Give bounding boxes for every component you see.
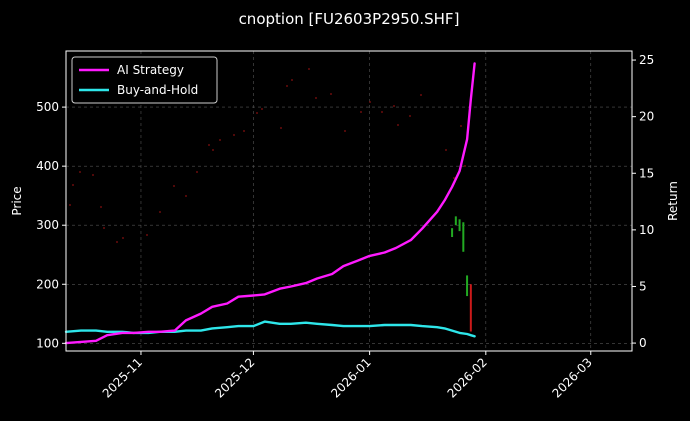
price-dot — [196, 171, 198, 173]
y2-tick-label: 10 — [639, 223, 654, 237]
price-dot — [393, 105, 395, 107]
y-tick-label: 100 — [36, 336, 59, 350]
price-dot — [100, 206, 102, 208]
price-candle — [458, 219, 461, 232]
legend: AI Strategy Buy-and-Hold — [71, 56, 218, 104]
price-dot — [208, 144, 210, 146]
legend-box — [71, 56, 218, 104]
price-dot — [219, 139, 221, 141]
price-dot — [146, 234, 148, 236]
price-dot — [420, 94, 422, 96]
y2-tick-label: 15 — [639, 166, 654, 180]
plot-area-frame — [65, 50, 633, 352]
price-dot — [291, 79, 293, 81]
price-candle — [469, 284, 472, 332]
price-dot — [256, 112, 258, 114]
price-dot — [185, 195, 187, 197]
x-axis-ticks: 2025-11 2025-12 2026-01 2026-02 2026-03 — [100, 351, 595, 401]
series-lines — [64, 62, 476, 345]
price-dot — [464, 165, 466, 167]
price-dot — [79, 171, 81, 173]
price-dot — [308, 68, 310, 70]
price-dot — [286, 85, 288, 87]
y-tick-label: 400 — [36, 159, 59, 173]
y2-axis-label: Return — [666, 181, 680, 221]
price-candle — [454, 216, 457, 226]
price-dot — [103, 227, 105, 229]
price-dot — [344, 130, 346, 132]
price-dot — [122, 237, 124, 239]
y-tick-label: 500 — [36, 100, 59, 114]
price-dot — [315, 97, 317, 99]
price-dot — [233, 134, 235, 136]
x-tick-label: 2026-01 — [328, 355, 373, 400]
chart-title: cnoption [FU2603P2950.SHF] — [239, 10, 460, 28]
price-dot — [280, 127, 282, 129]
price-dot — [460, 125, 462, 127]
y2-tick-label: 20 — [639, 110, 654, 124]
x-tick-label: 2026-03 — [550, 355, 595, 400]
price-candle — [466, 275, 469, 297]
price-dot — [212, 149, 214, 151]
price-dot — [92, 174, 94, 176]
price-dot — [173, 185, 175, 187]
y2-axis-ticks: 0 5 10 15 20 25 — [632, 53, 654, 350]
x-tick-label: 2026-02 — [445, 355, 490, 400]
price-dot — [69, 204, 71, 206]
price-scatter-dots — [69, 68, 466, 243]
ai-strategy-line — [64, 62, 476, 345]
price-dot — [72, 184, 74, 186]
price-dot — [261, 108, 263, 110]
y-axis-label: Price — [10, 186, 24, 215]
price-dot — [159, 211, 161, 213]
price-dot — [243, 130, 245, 132]
price-dot — [381, 111, 383, 113]
price-dot — [445, 149, 447, 151]
legend-label-ai-strategy: AI Strategy — [117, 63, 184, 77]
price-dot — [360, 111, 362, 113]
price-candle — [451, 228, 454, 238]
price-dot — [369, 101, 371, 103]
price-dot — [409, 115, 411, 117]
price-dot — [330, 93, 332, 95]
x-tick-label: 2025-11 — [100, 355, 145, 400]
price-dot — [397, 124, 399, 126]
y-tick-label: 300 — [36, 218, 59, 232]
y-tick-label: 200 — [36, 277, 59, 291]
price-candles — [451, 216, 472, 332]
grid — [66, 51, 632, 351]
price-dot — [116, 241, 118, 243]
y2-tick-label: 0 — [639, 336, 647, 350]
legend-label-buy-and-hold: Buy-and-Hold — [117, 83, 198, 97]
x-tick-label: 2025-12 — [212, 355, 257, 400]
y-axis-ticks: 100 200 300 400 500 — [36, 100, 66, 350]
price-candle — [462, 222, 465, 252]
y2-tick-label: 5 — [639, 279, 647, 293]
price-dot — [453, 177, 455, 179]
y2-tick-label: 25 — [639, 53, 654, 67]
